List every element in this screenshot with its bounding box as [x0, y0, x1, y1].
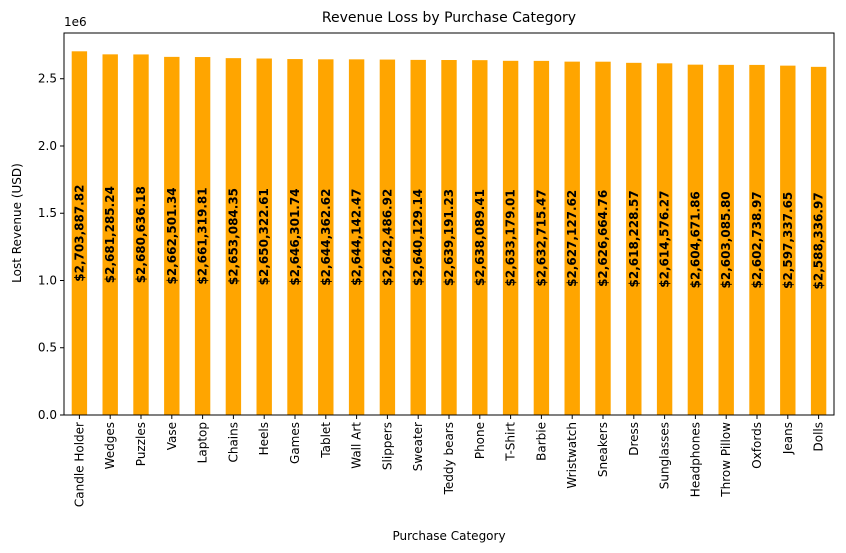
bar-value-label: $2,639,191.23 [442, 189, 456, 286]
bar [656, 63, 673, 416]
x-tick-label: Wedges [103, 422, 117, 469]
bar [626, 62, 642, 415]
x-tick-label: Puzzles [134, 422, 148, 466]
bar-value-label: $2,644,362.62 [319, 189, 333, 286]
x-tick-label: Phone [473, 422, 487, 459]
x-tick-label: Candle Holder [72, 422, 86, 507]
bar [194, 57, 211, 415]
bar-value-label: $2,618,228.57 [627, 190, 641, 287]
bar [749, 64, 765, 416]
x-axis-label: Purchase Category [392, 529, 505, 543]
bar [102, 54, 118, 415]
bar-value-label: $2,680,636.18 [134, 186, 148, 283]
bars-group [71, 51, 827, 416]
bar [441, 60, 457, 415]
chart-title: Revenue Loss by Purchase Category [322, 10, 576, 26]
bar-value-label: $2,640,129.14 [411, 189, 425, 286]
x-tick-label: Dolls [812, 422, 826, 452]
y-axis-offset-label: 1e6 [64, 15, 87, 29]
bar [718, 64, 734, 415]
x-tick-label: Laptop [196, 422, 210, 463]
x-tick-label: Dress [627, 422, 641, 456]
bar-value-label: $2,642,486.92 [380, 189, 394, 286]
bar-value-label: $2,653,084.35 [226, 188, 240, 285]
bar [533, 60, 550, 416]
y-tick-label: 2.0 [38, 139, 57, 153]
bar [595, 61, 611, 415]
bar-value-label: $2,626,664.76 [596, 190, 610, 287]
x-tick-label: Tablet [319, 422, 333, 459]
x-tick-label: Throw Pillow [719, 422, 733, 498]
x-tick-label: T-Shirt [504, 422, 518, 462]
y-tick-label: 0.0 [38, 408, 57, 422]
bar [287, 59, 303, 416]
bar-value-label: $2,602,738.97 [750, 191, 764, 288]
bar-value-label: $2,633,179.01 [504, 189, 518, 286]
bar [225, 58, 242, 415]
bar [256, 58, 272, 416]
y-tick-label: 1.0 [38, 273, 57, 287]
x-tick-label: Sweater [411, 422, 425, 471]
bar-value-label: $2,703,887.82 [72, 185, 86, 282]
x-tick-label: Oxfords [750, 422, 764, 469]
bar [348, 59, 365, 416]
bar [502, 60, 519, 415]
bar-value-label: $2,614,576.27 [658, 191, 672, 288]
plot-frame [63, 32, 835, 416]
bar-value-label: $2,681,285.24 [103, 186, 117, 283]
x-tick-label: Teddy bears [442, 422, 456, 495]
x-tick-label: Sneakers [596, 422, 610, 477]
bar [687, 64, 704, 415]
bar [564, 61, 580, 415]
bar-value-label: $2,638,089.41 [473, 189, 487, 286]
x-tick-label: Slippers [380, 422, 394, 470]
bar-value-label: $2,650,322.61 [257, 188, 271, 285]
y-tick-label: 2.5 [38, 72, 57, 86]
y-axis-label: Lost Revenue (USD) [10, 163, 24, 283]
x-tick-label: Chains [226, 422, 240, 463]
bar-value-label: $2,661,319.81 [196, 187, 210, 284]
bar [133, 54, 149, 416]
bar-value-label: $2,662,501.34 [165, 187, 179, 284]
bar [71, 51, 88, 416]
bar-value-label: $2,603,085.80 [719, 191, 733, 288]
bar [318, 59, 334, 415]
bar-value-label: $2,597,337.65 [781, 192, 795, 289]
bar-value-label: $2,646,301.74 [288, 188, 302, 285]
bar [780, 65, 796, 415]
x-tick-label: Heels [257, 422, 271, 455]
bar-value-label: $2,604,671.86 [688, 191, 702, 288]
x-axis: Candle Holder Wedges Puzzles Vase Laptop Chai… [72, 415, 826, 507]
x-tick-label: Sunglasses [658, 422, 672, 489]
bar-value-label: $2,627,127.62 [565, 190, 579, 287]
bar [810, 66, 827, 415]
x-tick-label: Headphones [688, 422, 702, 497]
y-tick-label: 0.5 [38, 341, 57, 355]
bar [472, 60, 488, 416]
bar-value-label: $2,644,142.47 [350, 189, 364, 286]
bar [164, 56, 180, 416]
bar-value-label: $2,632,715.47 [534, 189, 548, 286]
y-axis: 0.0 0.5 1.0 1.5 2.0 2.5 [38, 72, 64, 422]
y-tick-label: 1.5 [38, 206, 57, 220]
x-tick-label: Barbie [534, 422, 548, 461]
bar-labels-group: $2,703,887.82 $2,681,285.24 $2,680,636.18 $… [72, 185, 825, 290]
x-tick-label: Wall Art [350, 422, 364, 469]
x-tick-label: Jeans [781, 422, 795, 455]
x-tick-label: Games [288, 422, 302, 464]
bar [379, 59, 396, 416]
x-tick-label: Wristwatch [565, 422, 579, 489]
x-tick-label: Vase [165, 422, 179, 450]
bar [410, 59, 426, 416]
bar-value-label: $2,588,336.97 [812, 192, 826, 289]
